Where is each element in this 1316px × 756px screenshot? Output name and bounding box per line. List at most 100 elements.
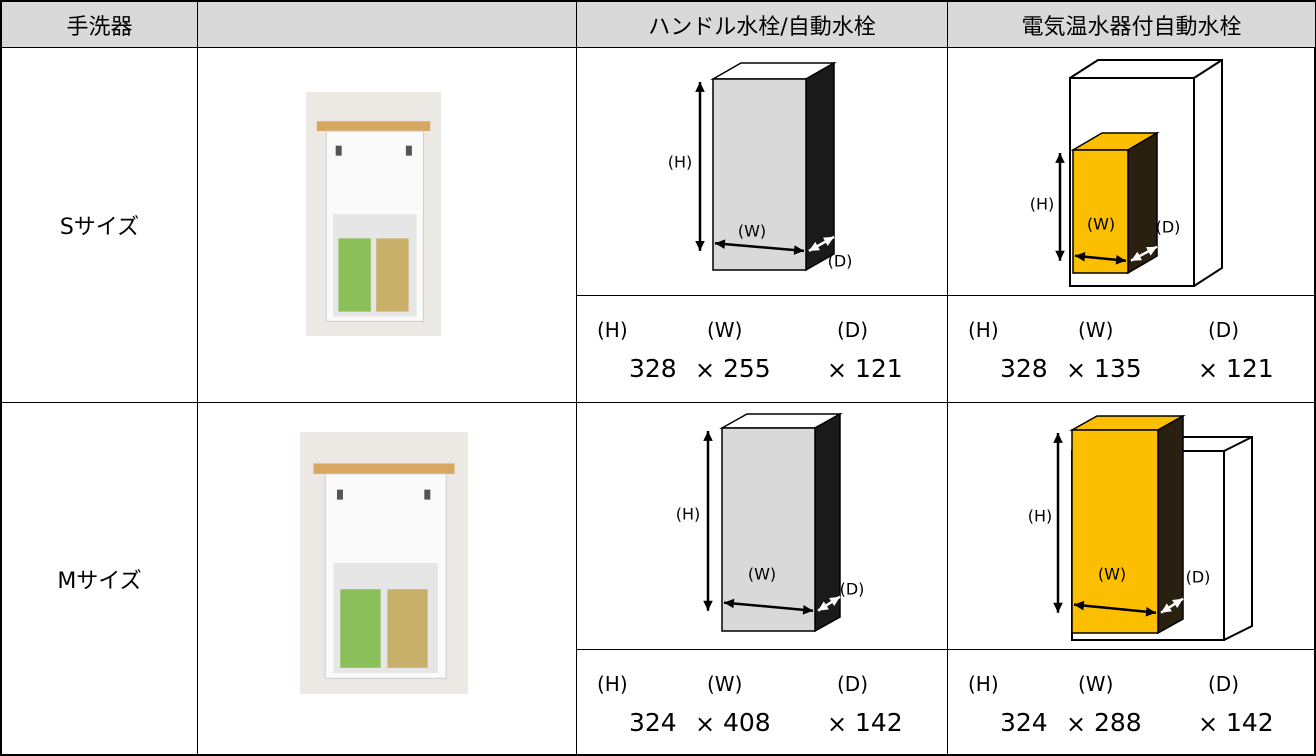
arrow-head <box>724 598 735 609</box>
arrow-head <box>1053 433 1063 443</box>
arrow-head <box>1053 602 1063 613</box>
product-photo <box>306 92 441 336</box>
arrow-head <box>1055 250 1065 261</box>
counter <box>313 463 455 474</box>
outline-box <box>1193 59 1223 79</box>
goods <box>376 238 409 312</box>
separator: × <box>695 356 716 384</box>
photo-cell <box>198 48 577 403</box>
dimension-label: (D) <box>1208 672 1240 696</box>
goods <box>387 589 428 668</box>
dimension-label: (H) <box>968 672 999 696</box>
goods <box>338 238 371 312</box>
separator: × <box>1066 710 1087 738</box>
dimension-tag: (H) <box>668 153 693 172</box>
product-photo <box>300 432 468 694</box>
header-cell: 手洗器 <box>0 0 198 48</box>
arrow-head <box>818 601 829 611</box>
hinge <box>336 489 343 500</box>
dimension-label: (W) <box>1078 318 1114 342</box>
dimension-value: 288 <box>1094 708 1142 737</box>
dimension-label: (W) <box>707 318 743 342</box>
dimension-value: 121 <box>1226 354 1274 383</box>
dimension-tag: (W) <box>748 565 776 584</box>
arrow-head <box>793 245 804 255</box>
separator: × <box>1198 356 1219 384</box>
dimension-value: 408 <box>723 708 771 737</box>
dimension-cell <box>577 296 948 403</box>
outline-box <box>1069 77 1195 287</box>
separator: × <box>1198 710 1219 738</box>
size-diagram: (H) (W) (D) <box>676 412 864 633</box>
arrow-line <box>714 242 805 253</box>
dimension-value: 121 <box>855 354 903 383</box>
dimension-label: (W) <box>707 672 743 696</box>
box-front <box>712 78 807 271</box>
hinge <box>405 145 412 156</box>
arrow-head <box>715 239 726 249</box>
arrow-head <box>809 241 820 251</box>
size-cell: Sサイズ <box>0 48 198 403</box>
arrow-head <box>802 605 813 615</box>
header-cell: 電気温水器付自動水栓 <box>948 0 1316 48</box>
header-cell: ハンドル水栓/自動水栓 <box>577 0 948 48</box>
hinge <box>424 489 431 500</box>
arrow-head <box>695 82 705 92</box>
hinge <box>335 145 342 156</box>
dimension-cell <box>577 650 948 756</box>
dimension-value: 328 <box>629 354 677 383</box>
box-front <box>1072 149 1129 274</box>
dimension-label: (H) <box>597 672 628 696</box>
dimension-cell <box>948 650 1316 756</box>
dimension-value: 255 <box>723 354 771 383</box>
arrow-line <box>1073 603 1157 614</box>
separator: × <box>1066 356 1087 384</box>
box-front <box>1071 429 1159 634</box>
dimension-tag: (H) <box>1028 507 1053 526</box>
dimension-tag: (H) <box>676 505 701 524</box>
separator: × <box>695 710 716 738</box>
arrow-head <box>703 431 713 441</box>
dimension-value: 324 <box>1000 708 1048 737</box>
dimension-tag: (W) <box>738 222 766 241</box>
arrow-head <box>1055 153 1065 163</box>
arrow-head <box>829 596 840 607</box>
dimension-value: 135 <box>1094 354 1142 383</box>
dimension-label: (D) <box>1208 318 1240 342</box>
dimension-tag: (D) <box>1186 568 1211 587</box>
dimension-label: (H) <box>597 318 628 342</box>
dimension-tag: (W) <box>1098 565 1126 584</box>
size-diagram: (H) (W) (D) <box>668 61 853 272</box>
arrow-head <box>1131 251 1142 261</box>
goods <box>340 589 381 668</box>
dimension-value: 328 <box>1000 354 1048 383</box>
dimension-value: 324 <box>629 708 677 737</box>
arrow-head <box>823 236 834 246</box>
arrow-head <box>1172 598 1183 609</box>
dimension-label: (D) <box>837 672 869 696</box>
arrow-head <box>1146 246 1157 256</box>
arrow-head <box>1161 603 1172 613</box>
diagram-cell <box>577 48 948 296</box>
dimension-tag: (H) <box>1030 195 1055 214</box>
arrow-head <box>1075 251 1086 262</box>
diagram-cell <box>577 403 948 650</box>
size-diagram: (H) (W) (D) <box>1030 59 1223 287</box>
separator: × <box>827 356 848 384</box>
dimension-tag: (W) <box>1087 215 1115 234</box>
arrow-head <box>695 240 705 251</box>
arrow-head <box>1145 606 1156 617</box>
dimension-tag: (D) <box>1156 218 1181 237</box>
dimension-value: 142 <box>1226 708 1274 737</box>
arrow-head <box>1074 600 1085 611</box>
separator: × <box>827 710 848 738</box>
dimension-value: 142 <box>855 708 903 737</box>
arrow-head <box>703 600 713 611</box>
dimension-tag: (D) <box>828 252 853 271</box>
header-cell <box>198 0 577 48</box>
dimension-label: (D) <box>837 318 869 342</box>
dimension-cell <box>948 296 1316 403</box>
size-cell: Mサイズ <box>0 403 198 756</box>
size-diagram: (H) (W) (D) <box>1028 414 1253 641</box>
